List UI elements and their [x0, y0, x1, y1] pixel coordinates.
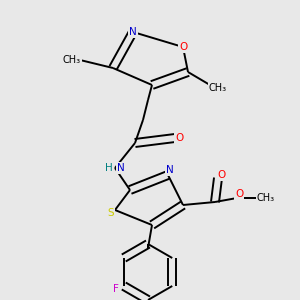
Text: H: H	[105, 163, 113, 173]
Text: CH₃: CH₃	[257, 193, 275, 203]
Text: S: S	[108, 208, 114, 218]
Text: F: F	[113, 284, 119, 294]
Text: CH₃: CH₃	[63, 55, 81, 65]
Text: N: N	[166, 165, 174, 175]
Text: O: O	[179, 42, 187, 52]
Text: N: N	[117, 163, 125, 173]
Text: O: O	[217, 170, 225, 180]
Text: O: O	[175, 133, 183, 143]
Text: CH₃: CH₃	[209, 83, 227, 93]
Text: N: N	[129, 27, 137, 37]
Text: O: O	[235, 189, 243, 199]
